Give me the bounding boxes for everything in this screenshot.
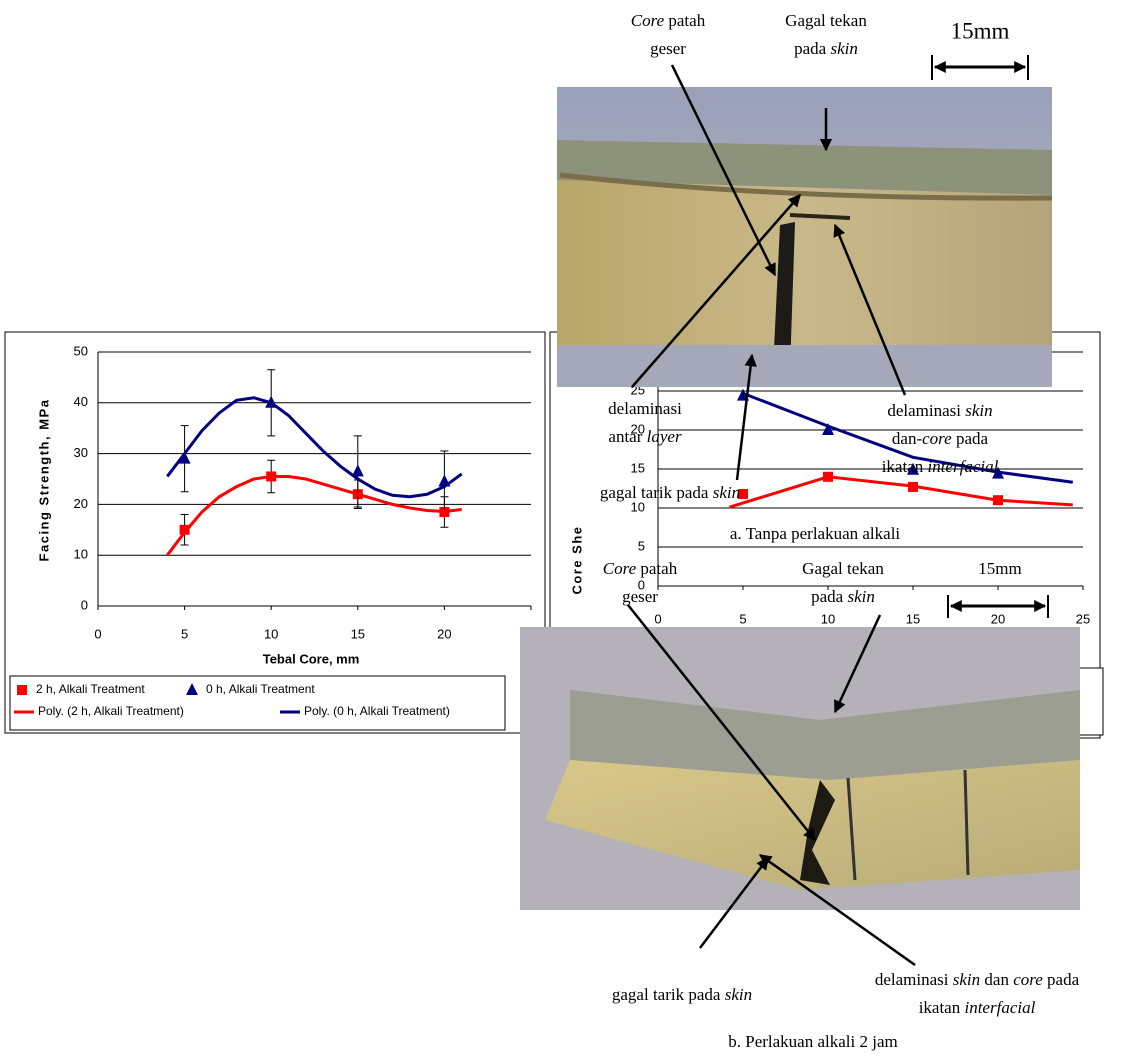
y-tick-label: 50 (74, 343, 88, 358)
x-tick-label: 25 (1076, 611, 1090, 626)
annotation: Gagal tekan (802, 559, 884, 578)
annotation-part: layer (647, 427, 682, 446)
caption: a. Tanpa perlakuan alkali (730, 524, 901, 543)
annotation-part: delaminasi (875, 970, 953, 989)
caption: b. Perlakuan alkali 2 jam (728, 1032, 897, 1051)
annotation-part: dan (980, 970, 1013, 989)
annotation: delaminasi skin (887, 401, 992, 420)
y-tick-label: 40 (74, 394, 88, 409)
x-tick-label: 20 (991, 611, 1005, 626)
annotation-part: patah (636, 559, 678, 578)
legend-label: Poly. (2 h, Alkali Treatment) (38, 704, 184, 718)
annotation: geser (622, 587, 658, 606)
annotation-part: core (922, 429, 952, 448)
photo-core (557, 180, 1052, 360)
y-tick-label: 30 (74, 445, 88, 460)
annotation-part: geser (650, 39, 686, 58)
annotation: dan-core pada (892, 429, 989, 448)
scale-label: 15mm (951, 18, 1010, 43)
marker (17, 685, 27, 695)
annotation: Core patah (631, 11, 706, 30)
photo-a (557, 87, 1052, 387)
annotation-part: skin (847, 587, 874, 606)
annotation-part: delaminasi (608, 399, 682, 418)
legend-label: 0 h, Alkali Treatment (206, 682, 315, 696)
y-tick-label: 15 (631, 460, 645, 475)
figure: 0510152025300510152025Core She 010203040… (0, 0, 1128, 1058)
annotation-part: interfacial (964, 998, 1035, 1017)
x-axis-label: Tebal Core, mm (263, 651, 360, 666)
annotation-part: pada (811, 587, 847, 606)
annotation: Core patah (603, 559, 678, 578)
annotation: antar layer (608, 427, 682, 446)
annotation: delaminasi (608, 399, 682, 418)
legend-label: 2 h, Alkali Treatment (36, 682, 145, 696)
annotation-part: ikatan (882, 457, 928, 476)
y-tick-label: 5 (638, 538, 645, 553)
annotation-part: skin (830, 39, 857, 58)
annotation: Gagal tekan (785, 11, 867, 30)
legend-label: Poly. (0 h, Alkali Treatment) (304, 704, 450, 718)
annotation: ikatan interfacial (882, 457, 999, 476)
scale-label: 15mm (978, 559, 1021, 578)
chart-frame (5, 332, 545, 733)
annotation-part: Gagal tekan (785, 11, 867, 30)
x-tick-label: 20 (437, 626, 451, 641)
x-tick-label: 15 (351, 626, 365, 641)
annotation: geser (650, 39, 686, 58)
x-tick-label: 0 (94, 626, 101, 641)
chart-left: 010203040500510152025Facing Strength, MP… (5, 332, 545, 733)
annotation-part: gagal tarik pada (600, 483, 713, 502)
annotation-part: pada (794, 39, 830, 58)
y-tick-label: 20 (74, 496, 88, 511)
annotation-part: geser (622, 587, 658, 606)
annotation-part: Core (603, 559, 637, 578)
annotation-part: patah (664, 11, 706, 30)
annotation: ikatan interfacial (919, 998, 1036, 1017)
annotation: gagal tarik pada skin (600, 483, 740, 502)
annotation-part: antar (608, 427, 646, 446)
annotation: pada skin (811, 587, 875, 606)
photo-bottom (557, 345, 1052, 387)
annotation: pada skin (794, 39, 858, 58)
x-tick-label: 5 (181, 626, 188, 641)
photo-b (520, 627, 1080, 910)
annotation-part: ikatan (919, 998, 965, 1017)
x-tick-label: 0 (654, 611, 661, 626)
annotation-part: skin (965, 401, 992, 420)
annotation-part: pada (952, 429, 989, 448)
annotation-part: delaminasi (887, 401, 965, 420)
annotation-part: pada (1043, 970, 1080, 989)
y-tick-label: 0 (81, 597, 88, 612)
annotation-part: interfacial (927, 457, 998, 476)
annotation-part: Core (631, 11, 665, 30)
annotation-part: skin (953, 970, 980, 989)
annotation: gagal tarik pada skin (612, 985, 752, 1004)
y-axis-label: Facing Strength, MPa (36, 399, 51, 562)
annotation-part: gagal tarik pada (612, 985, 725, 1004)
annotation-part: core (1013, 970, 1043, 989)
annotation-part: dan- (892, 429, 923, 448)
annotation-part: Gagal tekan (802, 559, 884, 578)
y-axis-label: Core She (569, 525, 584, 594)
y-tick-label: 10 (74, 547, 88, 562)
x-tick-label: 10 (821, 611, 835, 626)
x-tick-label: 15 (906, 611, 920, 626)
x-tick-label: 10 (264, 626, 278, 641)
x-tick-label: 5 (739, 611, 746, 626)
annotation-part: skin (713, 483, 740, 502)
annotation: delaminasi skin dan core pada (875, 970, 1080, 989)
annotation-part: skin (725, 985, 752, 1004)
